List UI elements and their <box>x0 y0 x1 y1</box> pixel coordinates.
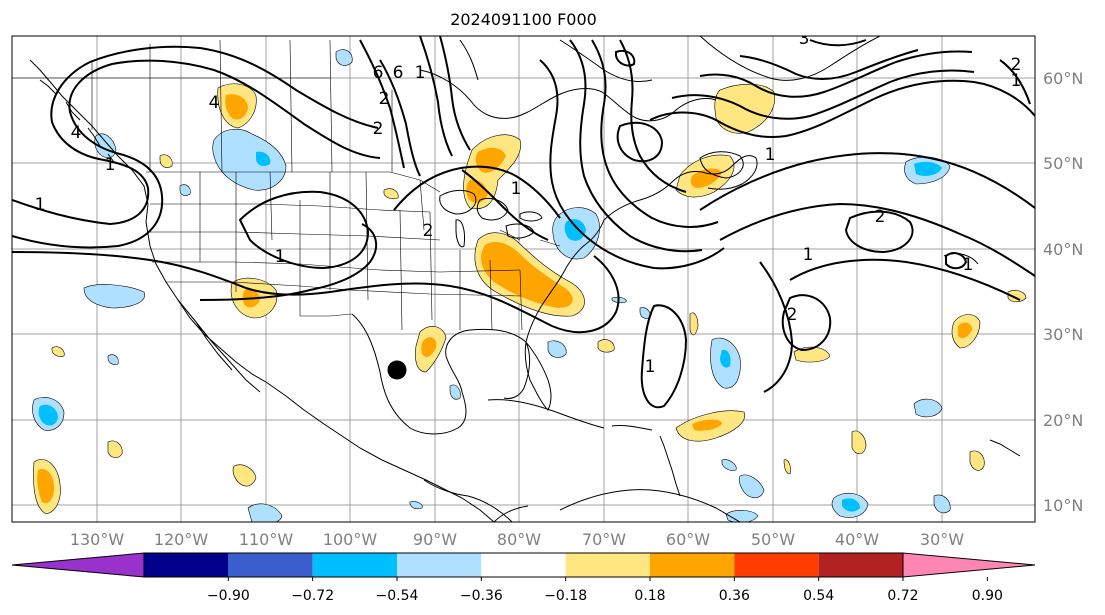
contour-label: 3 <box>799 29 810 49</box>
contour-label: 6 <box>393 63 404 83</box>
colorbar-segment <box>818 553 903 577</box>
colorbar-extend-high <box>902 552 1036 578</box>
contour-label: 4 <box>71 123 82 143</box>
colorbar-tick-label: 0.18 <box>634 588 665 604</box>
coastlines <box>29 36 1021 522</box>
longitude-label: 120°W <box>154 530 209 549</box>
colorbar-segment <box>481 553 566 577</box>
contour-label: 1 <box>803 245 814 265</box>
latitude-label: 20°N <box>1043 411 1083 430</box>
contour-label: 1 <box>275 247 286 267</box>
colorbar-tick-label: −0.90 <box>207 588 250 604</box>
contour-lines <box>12 36 1035 409</box>
contour-label: 1 <box>645 357 656 377</box>
cool-anomaly-shading <box>32 49 951 522</box>
colorbar-tick-label: −0.54 <box>376 588 419 604</box>
contour-label: 4 <box>209 93 220 113</box>
latitude-label: 10°N <box>1043 496 1083 515</box>
map-title: 2024091100 F000 <box>450 10 597 29</box>
colorbar: −0.90 −0.72 −0.54 −0.36 −0.18 0.18 0.36 0.54 0.7… <box>11 552 1036 604</box>
colorbar-segment <box>144 553 229 577</box>
contour-label: 1 <box>415 63 426 83</box>
longitude-label: 130°W <box>70 530 125 549</box>
longitude-label: 90°W <box>413 530 457 549</box>
contour-label: 2 <box>1011 55 1022 75</box>
storm-center-marker <box>387 360 407 380</box>
colorbar-tick-label: 0.72 <box>887 588 918 604</box>
longitude-label: 60°W <box>666 530 710 549</box>
colorbar-segment <box>228 553 313 577</box>
contour-label: 2 <box>373 119 384 139</box>
latitude-label: 50°N <box>1043 154 1083 173</box>
longitude-label: 40°W <box>835 530 879 549</box>
colorbar-tick-label: −0.36 <box>460 588 503 604</box>
latitude-label: 60°N <box>1043 69 1083 88</box>
contour-label: 6 <box>373 63 384 83</box>
colorbar-tick-label: 0.54 <box>803 588 834 604</box>
longitude-label: 80°W <box>497 530 541 549</box>
contour-label: 1 <box>35 195 46 215</box>
contour-label: 2 <box>875 207 886 227</box>
contour-label: 1 <box>511 179 522 199</box>
contour-label: 2 <box>379 89 390 109</box>
colorbar-tick-label: −0.72 <box>291 588 334 604</box>
colorbar-segment <box>565 553 650 577</box>
colorbar-tick-label: 0.90 <box>972 588 1003 604</box>
colorbar-segment <box>650 553 735 577</box>
colorbar-segment <box>312 553 397 577</box>
contour-label: 1 <box>765 145 776 165</box>
latitude-label: 40°N <box>1043 240 1083 259</box>
colorbar-tick-label: 0.36 <box>719 588 750 604</box>
longitude-label: 70°W <box>582 530 626 549</box>
longitude-label: 50°W <box>751 530 795 549</box>
contour-label: 2 <box>423 221 434 241</box>
latitude-labels: 60°N 50°N 40°N 30°N 20°N 10°N <box>1043 69 1083 515</box>
longitude-label: 110°W <box>239 530 294 549</box>
contour-label: 1 <box>1011 71 1022 91</box>
map-frame <box>11 35 1036 523</box>
state-boundaries <box>12 39 561 331</box>
colorbar-segment <box>734 553 819 577</box>
longitude-label: 100°W <box>323 530 378 549</box>
contour-label: 1 <box>105 155 116 175</box>
colorbar-extend-low <box>11 552 145 578</box>
longitude-label: 30°W <box>920 530 964 549</box>
colorbar-tick-label: −0.18 <box>544 588 587 604</box>
latitude-label: 30°N <box>1043 325 1083 344</box>
contour-label: 2 <box>787 305 798 325</box>
longitude-labels: 130°W 120°W 110°W 100°W 90°W 80°W 70°W 60°W 50°W… <box>70 530 964 549</box>
colorbar-segment <box>397 553 482 577</box>
contour-label: 1 <box>963 255 974 275</box>
